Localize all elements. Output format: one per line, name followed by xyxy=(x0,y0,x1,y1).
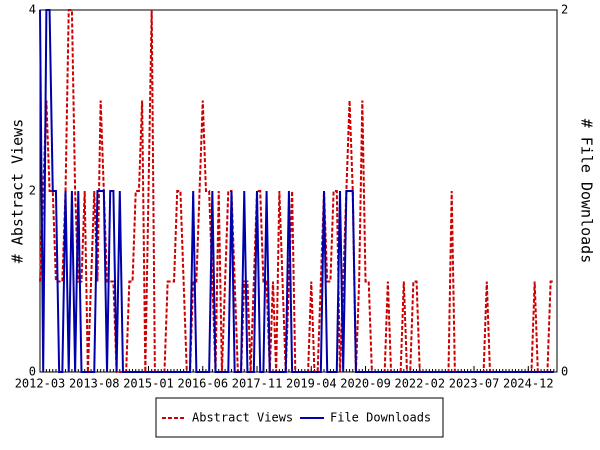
legend-box xyxy=(155,397,444,438)
series-line xyxy=(39,9,554,373)
y-tick-label: 2 xyxy=(29,184,36,198)
y2-tick-label: 0 xyxy=(561,365,568,379)
x-tick-label: 2024-12 xyxy=(503,377,554,391)
x-tick-label: 2022-02 xyxy=(394,377,445,391)
x-tick-label: 2023-07 xyxy=(449,377,500,391)
x-tick-label: 2020-09 xyxy=(340,377,391,391)
x-tick-label: 2017-11 xyxy=(232,377,283,391)
y-tick-label: 0 xyxy=(29,365,36,379)
legend-label: Abstract Views xyxy=(192,411,293,425)
y2-tick-label: 2 xyxy=(561,3,568,17)
x-tick-label: 2019-04 xyxy=(286,377,337,391)
x-tick-label: 2012-03 xyxy=(15,377,66,391)
x-tick-label: 2013-08 xyxy=(69,377,120,391)
y-axis-title: # Abstract Views xyxy=(9,119,27,264)
legend-label: File Downloads xyxy=(330,411,431,425)
y2-axis-title: # File Downloads xyxy=(578,119,596,264)
x-tick-label: 2015-01 xyxy=(123,377,174,391)
x-tick-label: 2016-06 xyxy=(177,377,228,391)
y-tick-label: 4 xyxy=(29,3,36,17)
